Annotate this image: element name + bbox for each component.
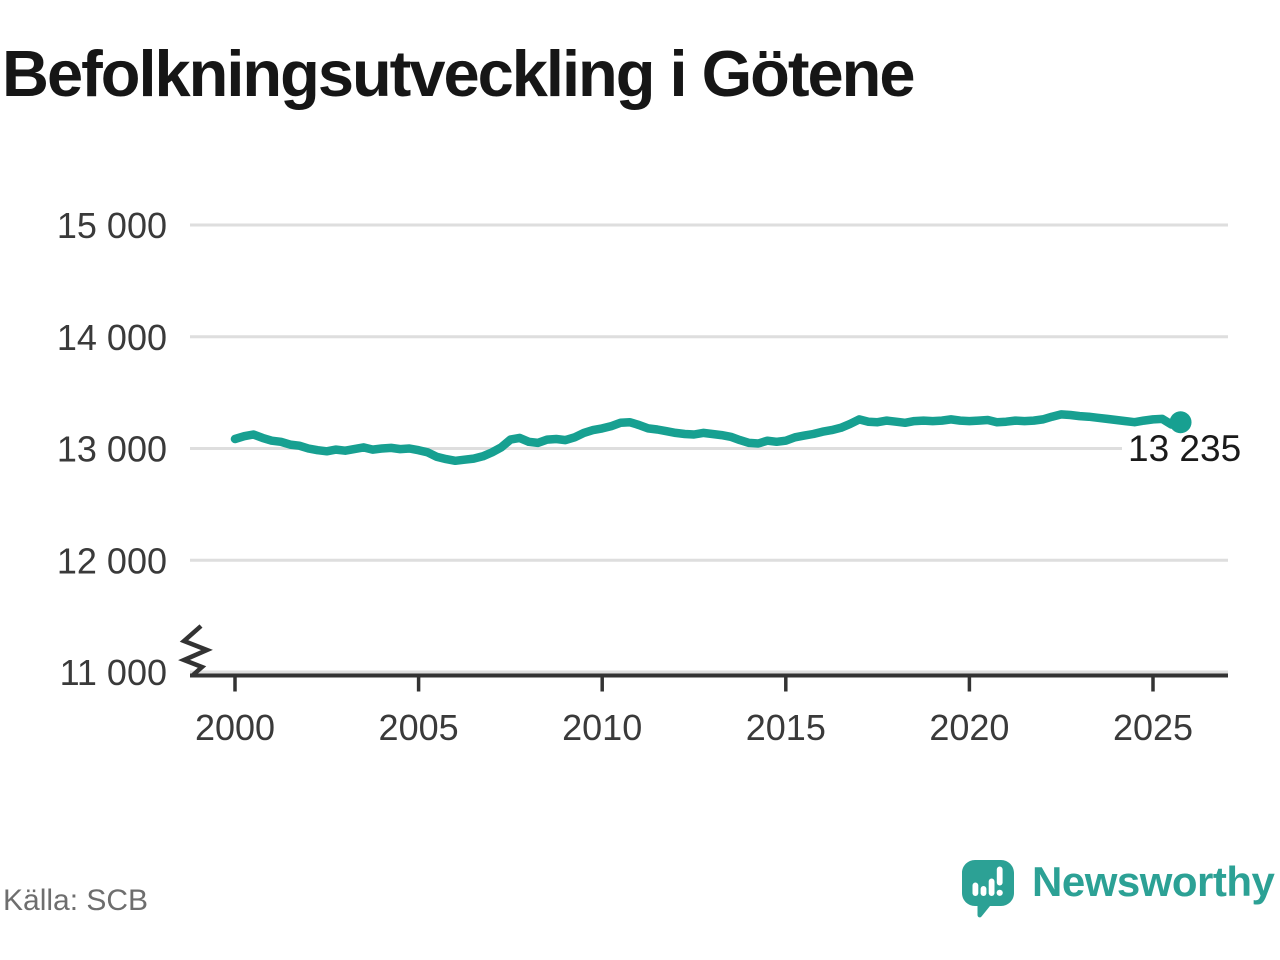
source-label: Källa: SCB: [3, 884, 149, 917]
population-series-line: [230, 410, 1185, 466]
x-tick-label-2010: 2010: [562, 707, 642, 748]
x-tick-label-2015: 2015: [746, 707, 826, 748]
y-tick-label-11000: 11 000: [60, 652, 167, 693]
bar-chart-bar-1: [972, 882, 979, 896]
exclamation-bar: [996, 866, 1003, 886]
end-value-label: 13 235: [1128, 428, 1241, 469]
bar-chart-bar-3: [988, 878, 995, 896]
y-tick-label-12000: 12 000: [57, 540, 167, 581]
end-label-mask: [1122, 430, 1240, 466]
x-tick-label-2000: 2000: [195, 707, 275, 748]
x-tick-label-2025: 2025: [1113, 707, 1193, 748]
y-tick-label-14000: 14 000: [57, 317, 167, 358]
y-tick-label-15000: 15 000: [57, 205, 167, 246]
chart-title: Befolkningsutveckling i Götene: [2, 37, 916, 110]
exclamation-dot: [996, 889, 1003, 896]
bar-chart-bar-2: [980, 886, 987, 896]
x-tick-label-2005: 2005: [379, 707, 459, 748]
newsworthy-logo: Newsworthy: [960, 858, 1275, 920]
y-tick-label-13000: 13 000: [57, 429, 167, 470]
speech-bubble-shape: [962, 860, 1014, 918]
x-tick-label-2020: 2020: [929, 707, 1009, 748]
newsworthy-logo-icon: [962, 860, 1014, 918]
axis-break-icon: [178, 624, 213, 677]
brand-name: Newsworthy: [1032, 858, 1275, 905]
end-point-marker: [1169, 411, 1192, 434]
